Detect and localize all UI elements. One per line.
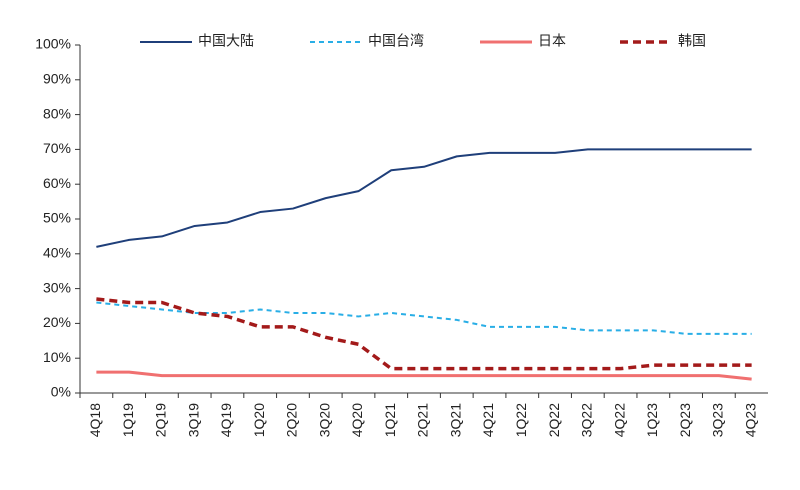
x-tick-label: 2Q20 [284, 403, 300, 437]
x-tick-label: 1Q23 [644, 403, 660, 437]
legend-label: 中国台湾 [368, 33, 424, 49]
x-tick-label: 4Q22 [611, 403, 627, 437]
x-tick-label: 4Q20 [349, 403, 365, 437]
x-tick-label: 2Q21 [415, 403, 431, 437]
x-tick-label: 4Q21 [480, 403, 496, 437]
legend-label: 韩国 [678, 33, 706, 49]
y-tick-label: 80% [43, 105, 71, 121]
series-line [96, 297, 752, 371]
y-tick-label: 70% [43, 140, 71, 156]
x-tick-label: 1Q21 [382, 403, 398, 437]
x-tick-label: 3Q23 [710, 403, 726, 437]
x-tick-label: 4Q18 [87, 403, 103, 437]
x-tick-label: 3Q20 [316, 403, 332, 437]
x-tick-label: 3Q22 [579, 403, 595, 437]
series-line [96, 301, 752, 335]
x-tick-label: 1Q19 [120, 403, 136, 437]
y-tick-label: 20% [43, 314, 71, 330]
y-tick-label: 90% [43, 71, 71, 87]
x-tick-label: 1Q22 [513, 403, 529, 437]
series-line [96, 148, 752, 248]
x-tick-label: 3Q19 [185, 403, 201, 437]
x-tick-label: 2Q23 [677, 403, 693, 437]
series-line [96, 370, 752, 381]
x-tick-label: 4Q23 [742, 403, 758, 437]
y-tick-label: 50% [43, 210, 71, 226]
y-tick-label: 30% [43, 279, 71, 295]
legend-label: 日本 [538, 33, 566, 49]
x-tick-label: 3Q21 [447, 403, 463, 437]
y-tick-label: 40% [43, 245, 71, 261]
y-tick-label: 0% [51, 384, 71, 400]
x-tick-label: 2Q19 [153, 403, 169, 437]
x-tick-label: 1Q20 [251, 403, 267, 437]
y-tick-label: 10% [43, 349, 71, 365]
y-tick-label: 100% [35, 36, 71, 52]
legend-label: 中国大陆 [198, 33, 254, 49]
y-tick-label: 60% [43, 175, 71, 191]
x-tick-label: 4Q19 [218, 403, 234, 437]
x-tick-label: 2Q22 [546, 403, 562, 437]
